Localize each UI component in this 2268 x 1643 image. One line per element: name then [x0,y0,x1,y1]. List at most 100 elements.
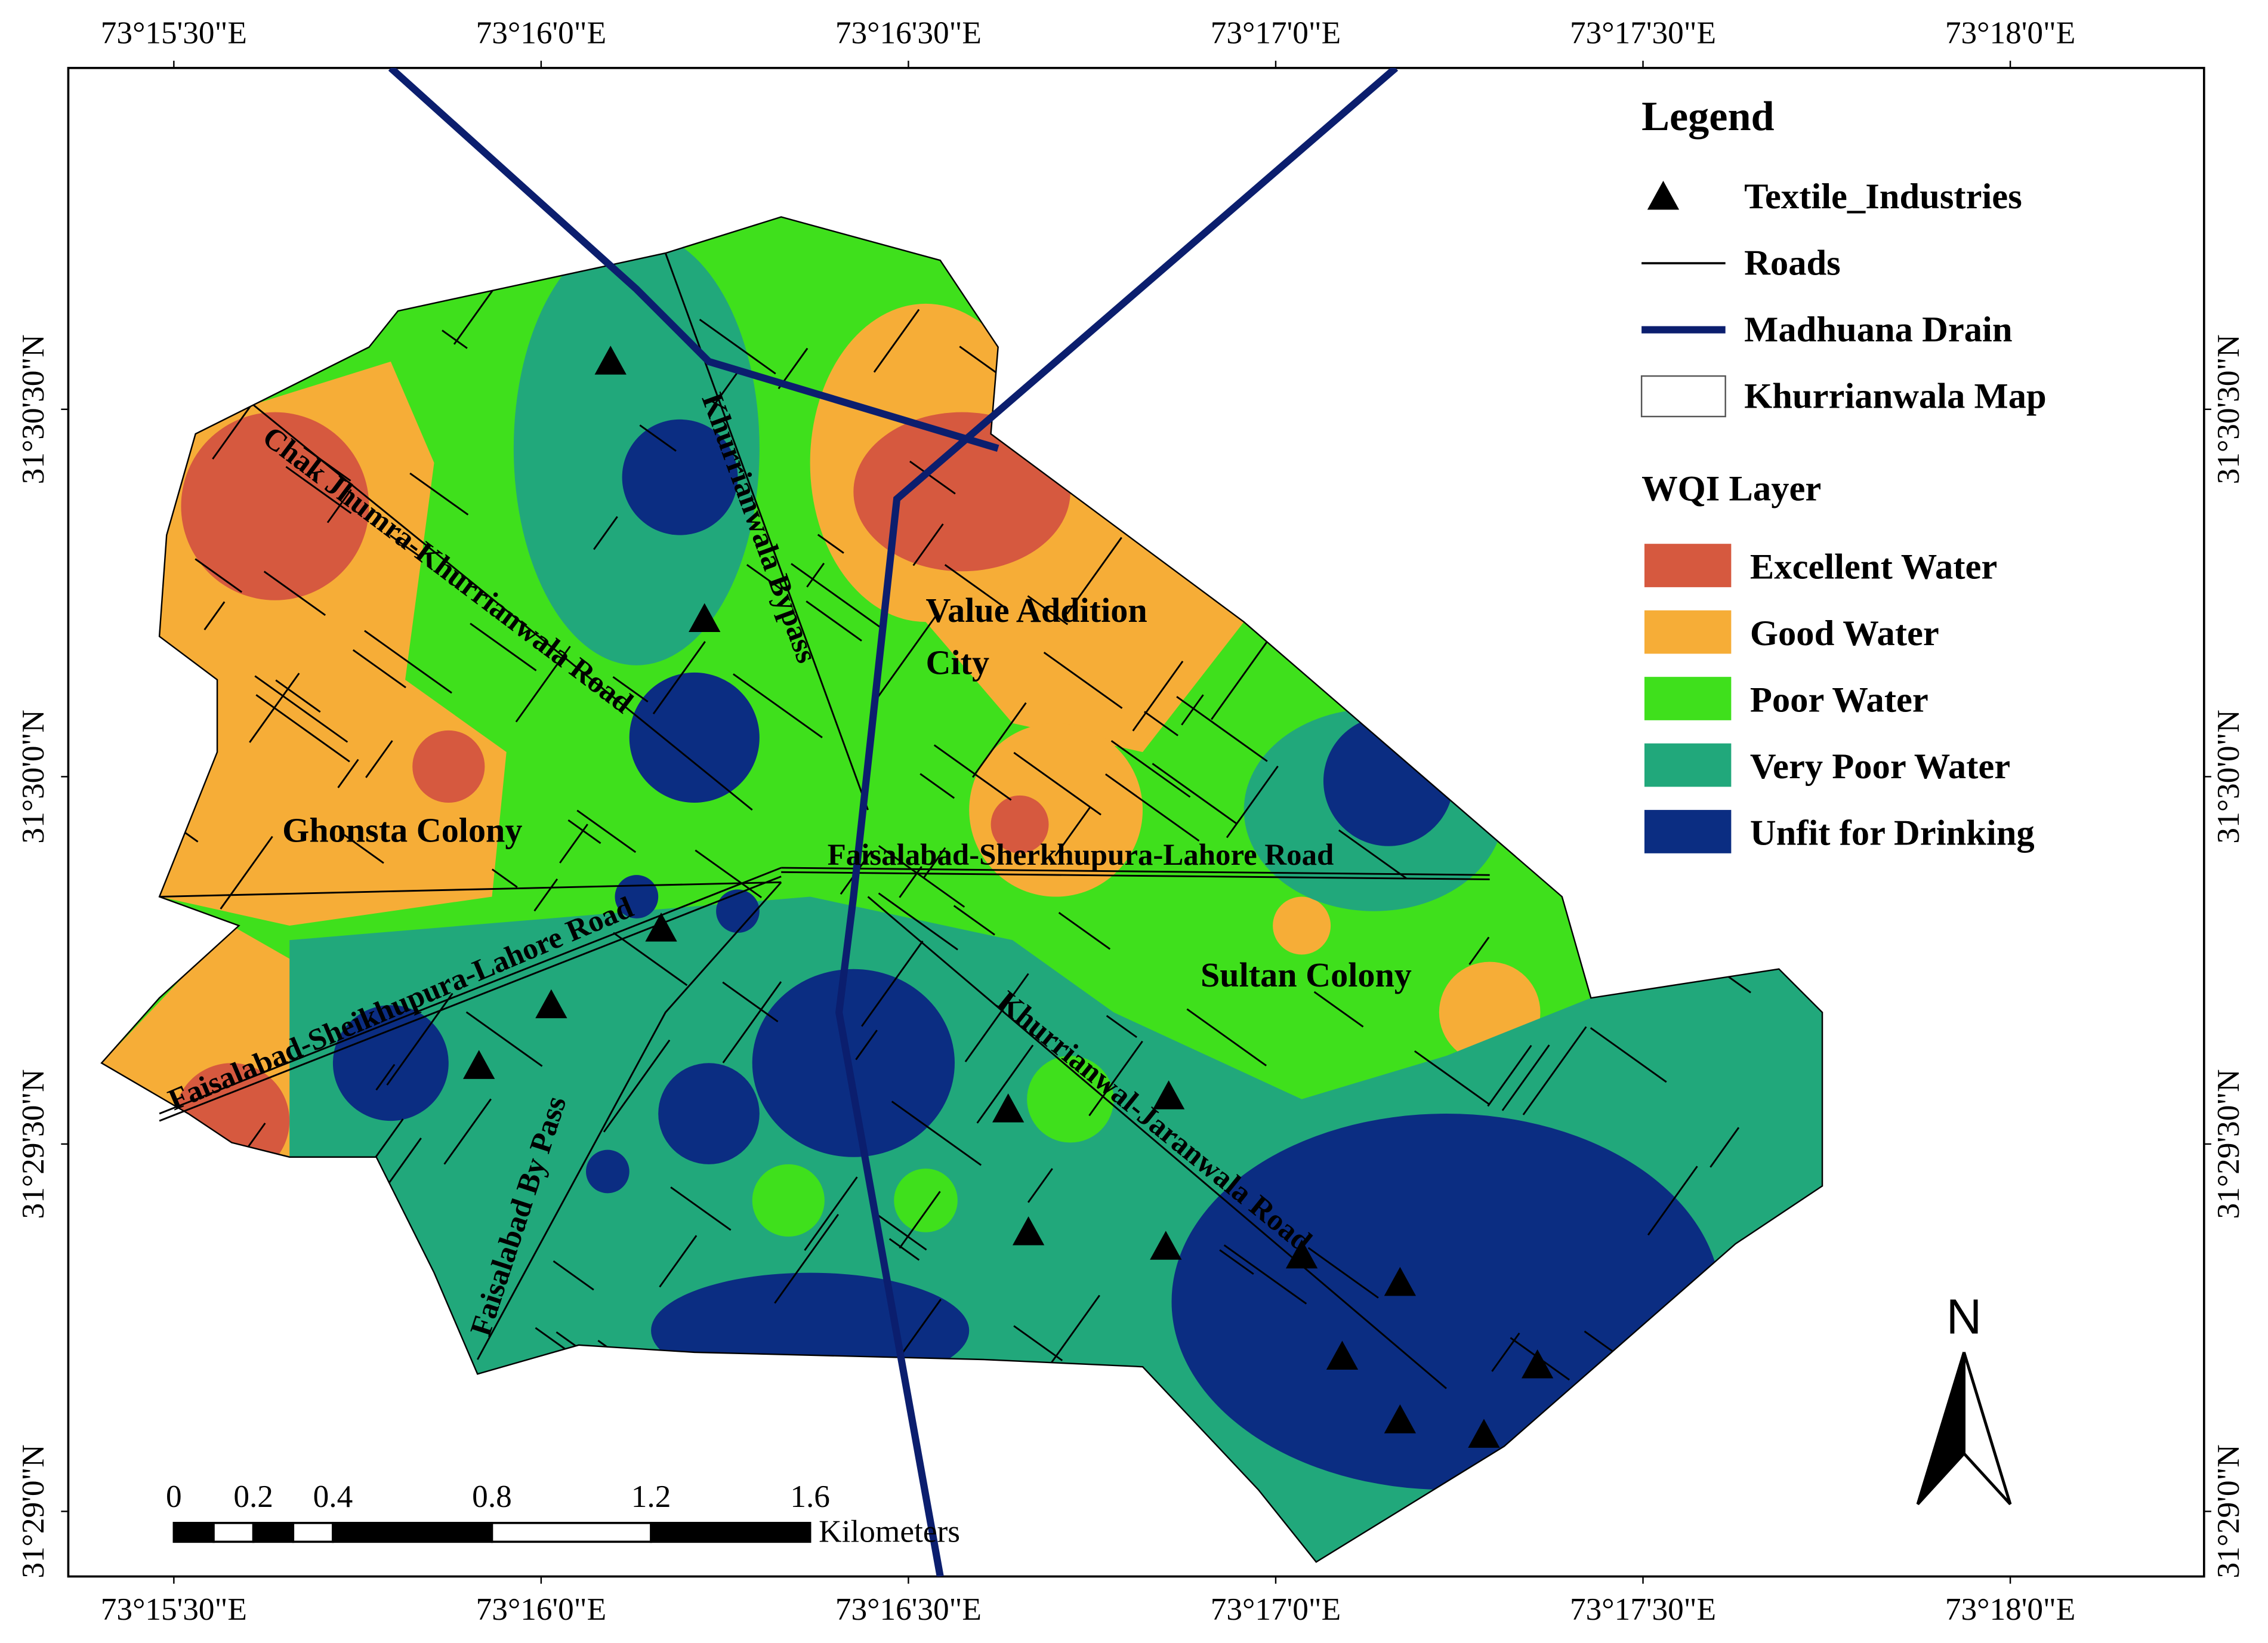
street [899,1191,941,1249]
street [964,973,1029,1062]
scale-segment [172,1522,215,1543]
textile-industry [992,1093,1025,1123]
wqi-zone [1027,1056,1114,1143]
street [567,819,601,844]
street [612,676,649,703]
north-arrow: N [1916,1289,2012,1505]
drain [388,67,1399,1577]
street [1110,740,1191,798]
street [1105,773,1200,842]
textile-industry [1326,1340,1359,1370]
textile-industry [1150,1231,1182,1260]
legend-swatch [1644,544,1732,587]
place-label: City [926,643,990,682]
street [491,868,518,888]
legend-subtitle: WQI Layer [1641,469,1821,509]
textile-industry [1384,1404,1417,1434]
latitude-label: 31°30'0"N [2210,710,2246,843]
street [909,460,956,495]
street [1152,763,1238,825]
street [275,679,321,713]
street [1223,1244,1307,1305]
textile-industry [535,989,567,1019]
textile-industry [463,1050,495,1079]
street [442,329,468,349]
wqi-zone [622,419,738,535]
longitude-label: 73°15'30"E [101,15,247,51]
street [613,932,688,987]
longitude-label: 73°17'30"E [1570,15,1716,51]
street [1522,1026,1587,1115]
street [919,773,955,799]
street [1088,1040,1143,1117]
wqi-zone [752,1164,825,1237]
street [878,892,958,951]
graticule-labels: 73°15'30"E 73°15'30"E 73°16'0"E 73°16'0"E 73… [15,15,2246,1627]
legend-label: Good Water [1750,614,1939,653]
street [553,1260,594,1291]
road-label: Faisalabad-Sherkhupura-Lahore Road [828,839,1334,872]
street [195,558,243,593]
street [344,834,384,864]
wqi-zone [586,1149,630,1194]
street [1106,1015,1137,1038]
legend-label: Textile_Industries [1744,177,2022,217]
street [1590,1027,1667,1083]
place-label: Value Addition [926,591,1147,630]
street [533,878,558,912]
latitude-label: 31°30'30"N [15,334,51,484]
legend-swatch [1644,677,1732,720]
textile-industry [1468,1419,1500,1448]
legend-label: Khurrianwala Map [1744,376,2047,416]
street [255,694,350,763]
street [722,981,782,1064]
street [639,424,677,452]
longitude-label: 73°16'0"E [476,15,606,51]
place-label: Ghonsta Colony [282,810,522,849]
street [443,1098,492,1165]
legend-label: Very Poor Water [1750,747,2010,787]
wqi-zone [629,672,760,803]
street [1307,1247,1379,1299]
latitude-label: 31°30'0"N [15,710,51,843]
street [1027,595,1069,625]
street [390,534,421,557]
street [1491,1332,1520,1372]
street [659,1235,698,1288]
street [1710,1127,1740,1168]
legend-label: Excellent Water [1750,547,1997,587]
street [933,744,1012,801]
street [337,759,359,788]
street [1013,751,1101,816]
legend-swatch [1644,610,1732,654]
street [976,1044,1034,1124]
legend: Legend Textile_Industries Roads Madhuana… [1640,93,2047,853]
legend-label: Poor Water [1750,680,1928,720]
latitude-label: 31°29'0"N [2210,1444,2246,1578]
textile-industry [1012,1216,1045,1246]
street [465,1011,543,1067]
wqi-zone [894,1169,958,1232]
textile-industry [1521,1349,1554,1379]
street [1501,1044,1550,1111]
legend-label: Roads [1744,243,1841,283]
street [722,981,779,1022]
street [806,562,825,588]
street [652,641,706,714]
street [1211,640,1269,720]
street [878,845,965,908]
textile-industry [1384,1266,1417,1296]
street [806,600,862,642]
wqi-zone [716,889,760,933]
scale-label: 0.4 [313,1478,353,1514]
longitude-label: 73°17'30"E [1570,1591,1716,1627]
wqi-zone [990,795,1049,853]
street [699,319,776,375]
longitude-label: 73°16'30"E [835,1591,982,1627]
street [791,563,881,628]
scale-segment [332,1522,493,1543]
longitude-label: 73°18'0"E [1945,15,2075,51]
street [326,489,352,523]
street [372,1118,404,1162]
scale-label: 0 [166,1478,182,1514]
